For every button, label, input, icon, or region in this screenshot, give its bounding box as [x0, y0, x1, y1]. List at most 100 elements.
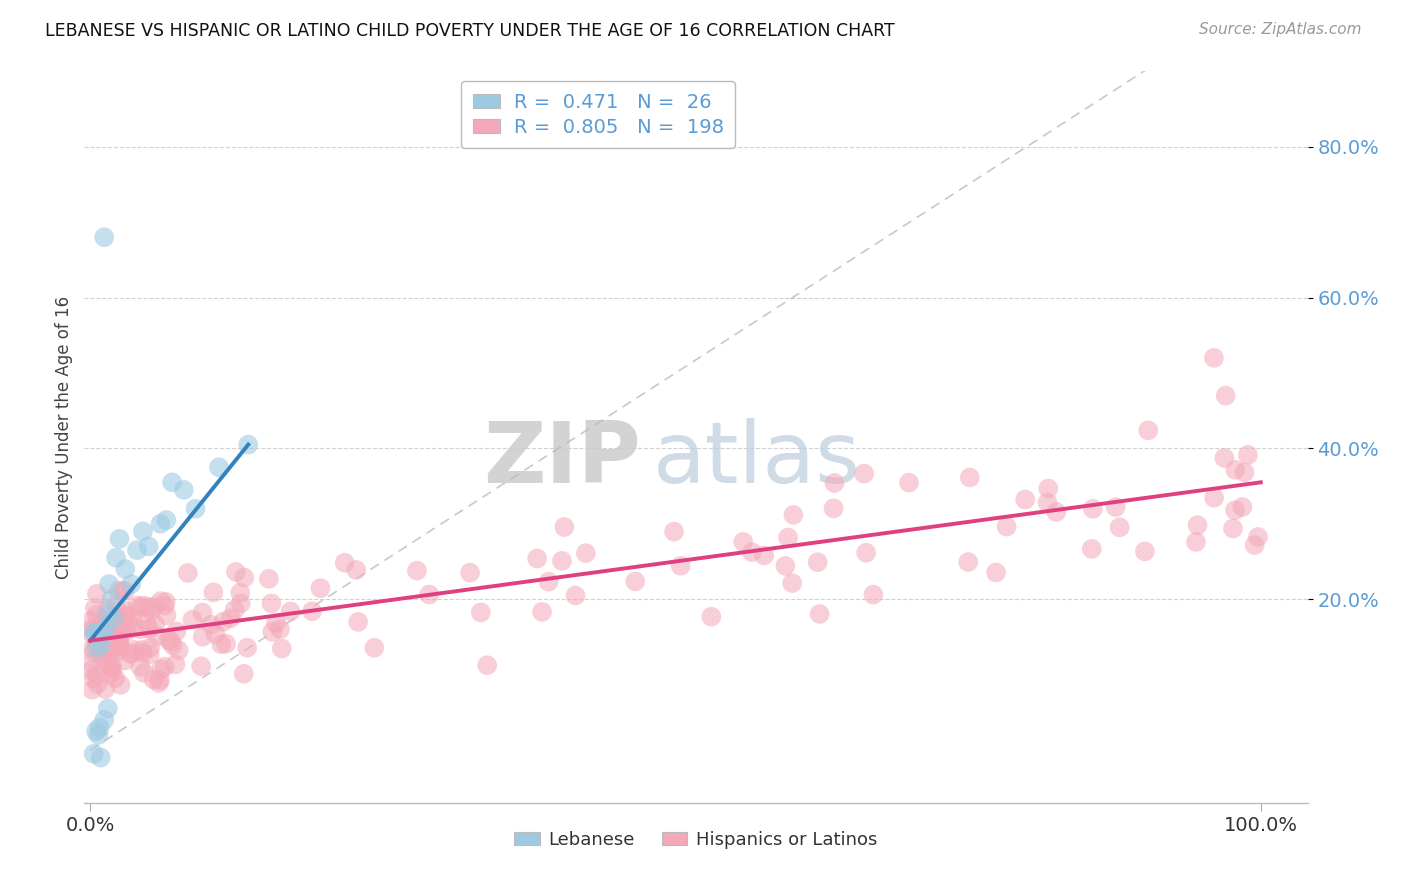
- Point: [190, 659, 212, 673]
- Point: [1237, 448, 1260, 462]
- Point: [181, 613, 204, 627]
- Point: [141, 604, 163, 618]
- Point: [89, 626, 111, 640]
- Point: [131, 643, 153, 657]
- Point: [86, 667, 108, 681]
- Point: [83, 601, 105, 615]
- Point: [110, 615, 132, 629]
- Point: [97, 607, 120, 622]
- Point: [111, 624, 134, 638]
- Point: [114, 583, 136, 598]
- Point: [122, 643, 145, 657]
- Point: [225, 565, 247, 579]
- Point: [83, 626, 105, 640]
- Point: [1014, 492, 1036, 507]
- Point: [107, 627, 129, 641]
- Point: [191, 630, 214, 644]
- Point: [160, 475, 183, 490]
- Point: [138, 648, 160, 662]
- Point: [132, 524, 155, 539]
- Point: [1204, 491, 1226, 505]
- Point: [775, 558, 797, 573]
- Point: [108, 614, 131, 628]
- Point: [115, 624, 138, 639]
- Point: [1187, 518, 1209, 533]
- Point: [142, 673, 165, 687]
- Point: [776, 531, 799, 545]
- Point: [191, 606, 214, 620]
- Point: [1213, 450, 1236, 465]
- Point: [344, 563, 367, 577]
- Point: [108, 532, 131, 546]
- Point: [741, 545, 763, 559]
- Point: [333, 556, 356, 570]
- Point: [138, 622, 160, 636]
- Point: [1233, 466, 1256, 480]
- Legend: Lebanese, Hispanics or Latinos: Lebanese, Hispanics or Latinos: [508, 823, 884, 856]
- Point: [1081, 541, 1104, 556]
- Point: [127, 599, 149, 613]
- Point: [1105, 500, 1128, 514]
- Point: [208, 460, 231, 475]
- Point: [91, 616, 114, 631]
- Point: [662, 524, 685, 539]
- Point: [86, 677, 108, 691]
- Point: [862, 588, 884, 602]
- Point: [114, 653, 136, 667]
- Point: [93, 230, 115, 244]
- Point: [165, 657, 187, 672]
- Point: [1225, 463, 1247, 477]
- Point: [269, 622, 291, 636]
- Point: [1108, 520, 1130, 534]
- Point: [526, 551, 548, 566]
- Point: [117, 607, 139, 622]
- Point: [236, 640, 259, 655]
- Point: [959, 470, 981, 484]
- Point: [104, 671, 127, 685]
- Point: [238, 437, 260, 451]
- Point: [91, 616, 114, 631]
- Point: [155, 513, 177, 527]
- Point: [148, 676, 170, 690]
- Point: [94, 623, 117, 637]
- Point: [754, 549, 776, 563]
- Point: [104, 639, 127, 653]
- Point: [104, 635, 127, 649]
- Point: [184, 501, 207, 516]
- Point: [97, 622, 120, 636]
- Point: [257, 572, 280, 586]
- Point: [96, 602, 118, 616]
- Point: [90, 646, 112, 660]
- Point: [1243, 538, 1265, 552]
- Point: [93, 713, 115, 727]
- Point: [229, 596, 252, 610]
- Point: [103, 611, 125, 625]
- Point: [114, 603, 136, 617]
- Point: [984, 566, 1007, 580]
- Point: [808, 607, 831, 621]
- Text: atlas: atlas: [654, 417, 860, 500]
- Point: [458, 566, 481, 580]
- Point: [97, 577, 120, 591]
- Point: [132, 665, 155, 680]
- Point: [115, 616, 138, 631]
- Point: [142, 599, 165, 614]
- Point: [86, 638, 108, 652]
- Point: [122, 611, 145, 625]
- Point: [202, 585, 225, 599]
- Point: [153, 659, 176, 673]
- Point: [132, 599, 155, 613]
- Point: [111, 583, 134, 598]
- Point: [155, 595, 177, 609]
- Point: [86, 641, 108, 656]
- Point: [94, 640, 117, 654]
- Point: [94, 618, 117, 632]
- Point: [1185, 535, 1208, 549]
- Point: [90, 637, 112, 651]
- Point: [564, 589, 586, 603]
- Point: [83, 645, 105, 659]
- Point: [1036, 495, 1059, 509]
- Text: ZIP: ZIP: [484, 417, 641, 500]
- Point: [260, 596, 283, 610]
- Point: [82, 621, 104, 635]
